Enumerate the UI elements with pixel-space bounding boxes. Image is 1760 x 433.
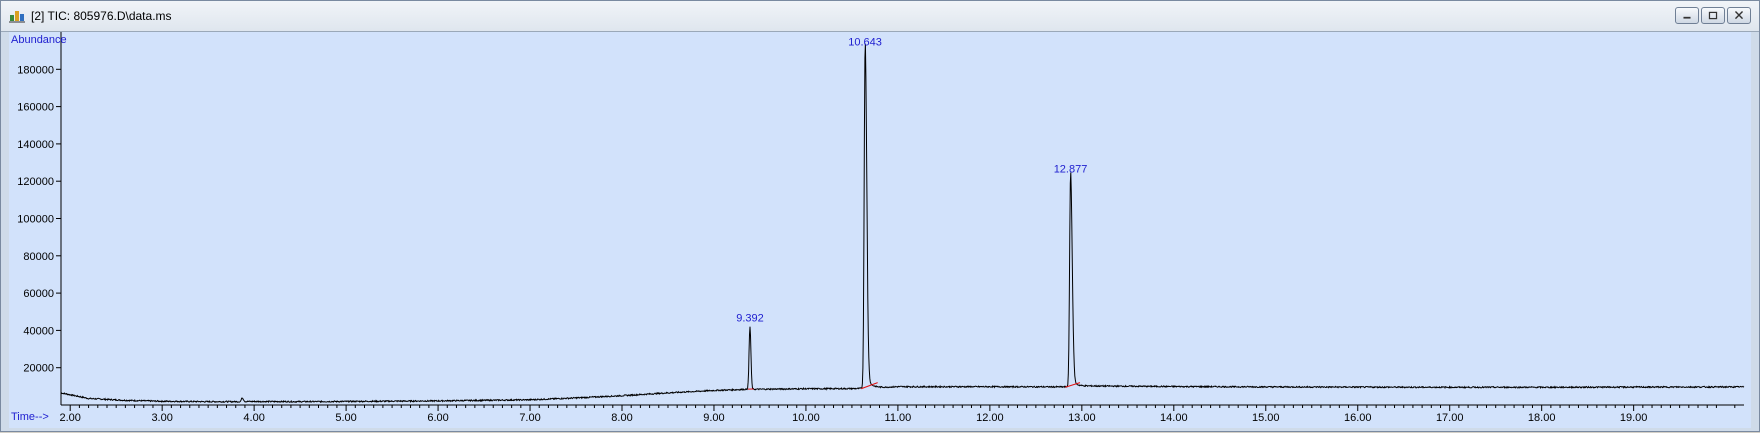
chromatogram-icon (9, 9, 25, 23)
y-tick-label: 180000 (17, 64, 54, 76)
x-tick-label: 5.00 (335, 412, 356, 424)
minimize-icon (1676, 8, 1698, 23)
x-tick-label: 10.00 (792, 412, 820, 424)
x-tick-label: 9.00 (703, 412, 724, 424)
x-tick-label: 7.00 (519, 412, 540, 424)
x-tick-label: 6.00 (427, 412, 448, 424)
close-button[interactable] (1727, 7, 1751, 24)
x-tick-label: 17.00 (1436, 412, 1464, 424)
restore-button[interactable] (1701, 7, 1725, 24)
x-tick-label: 4.00 (243, 412, 264, 424)
y-tick-label: 60000 (23, 288, 54, 300)
x-tick-label: 8.00 (611, 412, 632, 424)
x-tick-label: 11.00 (885, 412, 912, 424)
chart-area: Abundance Time--> 20000 40000 60000 80000 10… (9, 32, 1751, 428)
x-tick-label: 12.00 (976, 412, 1004, 424)
title-bar[interactable]: [2] TIC: 805976.D\data.ms (1, 1, 1759, 32)
y-tick-label: 20000 (23, 363, 54, 375)
y-tick-label: 140000 (17, 139, 54, 151)
close-icon (1728, 8, 1750, 23)
y-tick-label: 100000 (17, 214, 54, 226)
y-tick-label: 120000 (17, 176, 54, 188)
x-tick-label: 18.00 (1528, 412, 1556, 424)
x-tick-label: 15.00 (1252, 412, 1280, 424)
x-tick-label: 13.00 (1068, 412, 1096, 424)
window-title: [2] TIC: 805976.D\data.ms (31, 9, 172, 23)
x-tick-label: 16.00 (1344, 412, 1372, 424)
y-tick-label: 80000 (23, 251, 54, 263)
minimize-button[interactable] (1675, 7, 1699, 24)
peak-label: 9.392 (736, 313, 764, 325)
tic-trace (61, 44, 1744, 403)
x-tick-label: 19.00 (1620, 412, 1648, 424)
y-axis-label: Abundance (11, 34, 67, 46)
peak-label: 12.877 (1054, 163, 1088, 175)
y-tick-label: 160000 (17, 102, 54, 114)
x-axis-label: Time--> (11, 411, 49, 423)
peak-label: 10.643 (848, 37, 882, 49)
x-tick-label: 2.00 (59, 412, 80, 424)
x-tick-label: 14.00 (1160, 412, 1188, 424)
restore-icon (1702, 8, 1724, 23)
y-tick-label: 40000 (23, 325, 54, 337)
x-tick-label: 3.00 (151, 412, 172, 424)
chromatogram-chart: Abundance Time--> 20000 40000 60000 80000 10… (9, 32, 1751, 428)
